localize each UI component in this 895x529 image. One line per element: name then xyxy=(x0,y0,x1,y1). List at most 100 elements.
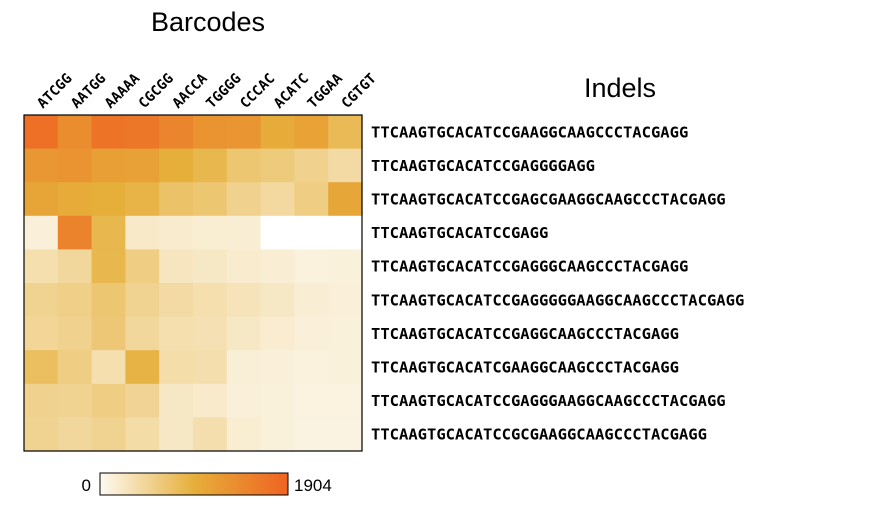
heatmap-cell xyxy=(24,383,59,418)
column-label: CCCAC xyxy=(237,71,278,112)
heatmap-cell xyxy=(193,182,228,217)
row-label: TTCAAGTGCACATCCGAGGGAAGGCAAGCCCTACGAGG xyxy=(371,392,726,410)
heatmap-cell xyxy=(24,249,59,284)
heatmap-cell xyxy=(159,182,194,217)
heatmap-cell xyxy=(125,215,160,250)
heatmap-cell xyxy=(125,383,160,418)
heatmap-cell xyxy=(294,148,329,183)
heatmap-cell xyxy=(159,350,194,385)
heatmap-cell xyxy=(159,115,194,150)
heatmap-cell xyxy=(260,215,295,250)
row-label: TTCAAGTGCACATCCGAGGCAAGCCCTACGAGG xyxy=(371,325,679,343)
heatmap-cell xyxy=(294,350,329,385)
heatmap-cell xyxy=(193,249,228,284)
row-label: TTCAAGTGCACATCCGAGGGGGAAGGCAAGCCCTACGAGG xyxy=(371,291,744,309)
heatmap-cell xyxy=(226,316,262,351)
heatmap-cell xyxy=(159,148,194,183)
column-label: ATCGG xyxy=(34,71,75,112)
heatmap-cell xyxy=(24,350,59,385)
heatmap-cell xyxy=(328,249,363,284)
heatmap-cell xyxy=(294,383,329,418)
heatmap-cell xyxy=(91,316,126,351)
heatmap-cell xyxy=(24,215,59,250)
heatmap-cell xyxy=(57,115,93,150)
heatmap-cell xyxy=(193,417,228,452)
heatmap-cell xyxy=(57,215,93,250)
heatmap-cell xyxy=(328,383,363,418)
heatmap-cell xyxy=(294,417,329,452)
heatmap-cell xyxy=(260,316,295,351)
column-label: AATGG xyxy=(68,71,109,112)
colorbar xyxy=(99,472,289,496)
row-labels: TTCAAGTGCACATCCGAAGGCAAGCCCTACGAGG TTCAAG… xyxy=(371,123,744,443)
heatmap-cell xyxy=(260,350,295,385)
row-label: TTCAAGTGCACATCGAAGGCAAGCCCTACGAGG xyxy=(371,359,679,377)
heatmap-cell xyxy=(24,316,59,351)
heatmap-cell xyxy=(226,182,262,217)
heatmap-cell xyxy=(294,283,329,318)
heatmap-cell xyxy=(125,316,160,351)
heatmap-cell xyxy=(193,215,228,250)
heatmap-cell xyxy=(125,148,160,183)
heatmap-cell xyxy=(226,249,262,284)
heatmap-cell xyxy=(91,417,126,452)
heatmap-cell xyxy=(159,383,194,418)
row-label: TTCAAGTGCACATCCGAAGGCAAGCCCTACGAGG xyxy=(371,123,688,141)
heatmap-cells xyxy=(24,115,363,452)
heatmap-cell xyxy=(125,115,160,150)
heatmap-cell xyxy=(193,383,228,418)
heatmap-cell xyxy=(193,283,228,318)
heatmap-cell xyxy=(57,383,93,418)
heatmap-cell xyxy=(125,417,160,452)
heatmap-cell xyxy=(260,182,295,217)
heatmap-cell xyxy=(24,182,59,217)
column-label: AAAAA xyxy=(102,70,144,112)
heatmap-cell xyxy=(24,115,59,150)
heatmap-cell xyxy=(57,283,93,318)
heatmap-cell xyxy=(294,215,329,250)
heatmap-cell xyxy=(328,148,363,183)
heatmap-cell xyxy=(91,182,126,217)
column-label: ACATC xyxy=(271,71,312,112)
heatmap-cell xyxy=(57,148,93,183)
heatmap-cell xyxy=(260,148,295,183)
row-label: TTCAAGTGCACATCCGAGG xyxy=(371,224,548,242)
heatmap-cell xyxy=(294,182,329,217)
column-label: TGGGG xyxy=(203,71,244,112)
column-label: AACCA xyxy=(170,70,212,112)
column-label: CGCGG xyxy=(136,71,177,112)
heatmap-cell xyxy=(193,115,228,150)
heatmap-cell xyxy=(260,115,295,150)
heatmap-cell xyxy=(226,350,262,385)
heatmap-cell xyxy=(159,249,194,284)
heatmap-cell xyxy=(328,215,363,250)
heatmap-cell xyxy=(328,316,363,351)
column-labels: ATCGGAATGGAAAAACGCGGAACCATGGGGCCCACACATC… xyxy=(34,70,379,112)
heatmap-cell xyxy=(226,383,262,418)
heatmap-cell xyxy=(193,148,228,183)
heatmap-cell xyxy=(159,316,194,351)
heatmap-cell xyxy=(125,249,160,284)
heatmap-cell xyxy=(159,215,194,250)
heatmap-cell xyxy=(226,215,262,250)
heatmap-cell xyxy=(24,148,59,183)
heatmap-cell xyxy=(260,383,295,418)
row-label: TTCAAGTGCACATCCGAGGGGAGG xyxy=(371,157,595,175)
heatmap-cell xyxy=(159,283,194,318)
row-label: TTCAAGTGCACATCCGCGAAGGCAAGCCCTACGAGG xyxy=(371,426,707,444)
heatmap-cell xyxy=(57,182,93,217)
heatmap-cell xyxy=(193,316,228,351)
heatmap-cell xyxy=(125,350,160,385)
heatmap-cell xyxy=(159,417,194,452)
row-label: TTCAAGTGCACATCCGAGGGCAAGCCCTACGAGG xyxy=(371,258,688,276)
heatmap-border xyxy=(23,114,363,452)
heatmap-cell xyxy=(57,249,93,284)
row-axis-title: Indels xyxy=(584,73,656,103)
column-label: TGGAA xyxy=(305,70,347,112)
heatmap-cell xyxy=(57,417,93,452)
heatmap-cell xyxy=(226,283,262,318)
heatmap-cell xyxy=(226,417,262,452)
heatmap-cell xyxy=(294,316,329,351)
heatmap-cell xyxy=(57,350,93,385)
